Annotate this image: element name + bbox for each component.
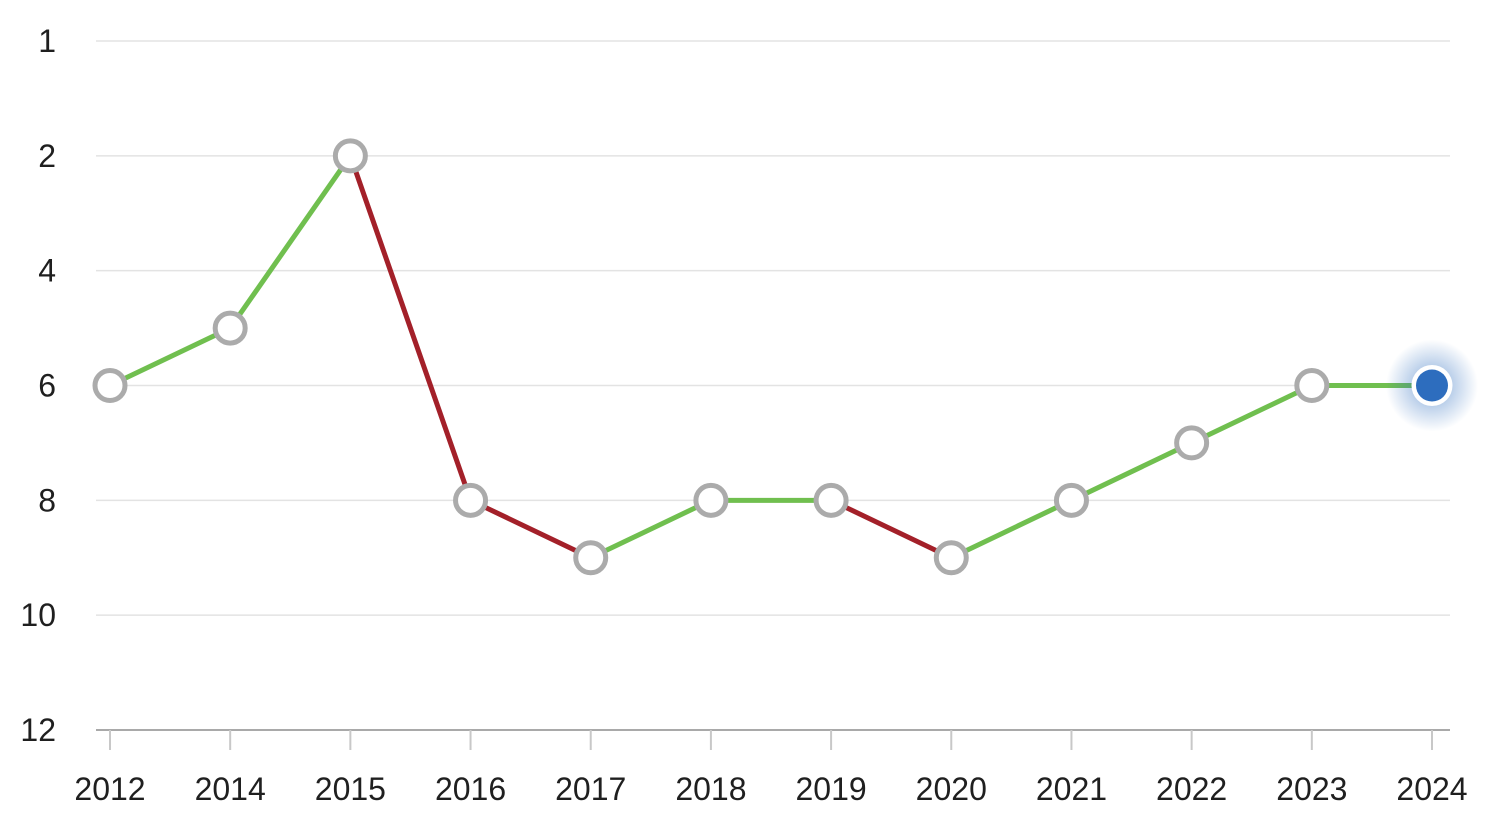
- x-tick-label: 2018: [675, 771, 746, 807]
- data-point-2023[interactable]: [1294, 368, 1330, 403]
- data-point-2018[interactable]: [693, 482, 729, 518]
- data-point-2019[interactable]: [813, 482, 849, 518]
- data-point-2017[interactable]: [573, 540, 609, 576]
- trend-segment-2020-2021: [948, 497, 1074, 561]
- data-point-2020[interactable]: [933, 540, 969, 576]
- y-tick-label: 10: [20, 597, 56, 633]
- y-tick-label: 12: [20, 712, 56, 748]
- trend-segment-2019-2020: [828, 497, 954, 561]
- x-tick-label: 2012: [74, 771, 145, 807]
- data-point-2016[interactable]: [453, 482, 489, 518]
- data-point-2015[interactable]: [332, 138, 368, 174]
- x-tick-label: 2016: [435, 771, 506, 807]
- trend-segment-2017-2018: [588, 497, 714, 561]
- x-tick-label: 2022: [1156, 771, 1227, 807]
- data-point-2021[interactable]: [1053, 482, 1089, 518]
- trend-segment-2012-2014: [107, 325, 233, 388]
- trend-segment-2014-2015: [227, 153, 353, 331]
- trend-segment-2021-2022: [1068, 440, 1195, 503]
- trend-segment-2016-2017: [468, 497, 594, 561]
- x-tick-label: 2014: [195, 771, 266, 807]
- y-tick-label: 4: [38, 253, 56, 289]
- x-tick-label: 2019: [795, 771, 866, 807]
- data-point-2014[interactable]: [212, 310, 248, 346]
- x-tick-label: 2017: [555, 771, 626, 807]
- data-point-2012[interactable]: [92, 368, 128, 403]
- trend-segment-2015-2016: [347, 153, 474, 503]
- x-tick-label: 2015: [315, 771, 386, 807]
- x-tick-label: 2020: [916, 771, 987, 807]
- y-tick-label: 1: [38, 23, 56, 59]
- x-tick-label: 2024: [1396, 771, 1467, 807]
- data-point-2022[interactable]: [1174, 425, 1210, 461]
- x-tick-label: 2023: [1276, 771, 1347, 807]
- trend-segment-2022-2023: [1189, 383, 1315, 446]
- y-tick-label: 6: [38, 368, 56, 404]
- y-tick-label: 8: [38, 482, 56, 518]
- x-tick-label: 2021: [1036, 771, 1107, 807]
- current-data-point-2024[interactable]: [1416, 369, 1448, 402]
- y-tick-label: 2: [38, 138, 56, 174]
